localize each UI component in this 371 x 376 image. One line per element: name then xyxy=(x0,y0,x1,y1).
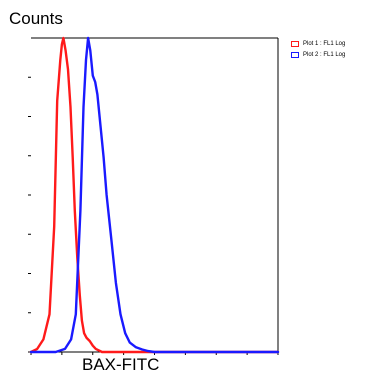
legend-swatch-plot-1 xyxy=(291,41,299,47)
series-line-plot-1 xyxy=(29,36,280,354)
legend-item-plot-1: Plot 1 : FL1 Log xyxy=(291,39,345,49)
x-axis-label: BAX-FITC xyxy=(82,355,160,374)
axes xyxy=(28,37,279,355)
series-line-plot-2 xyxy=(29,36,280,354)
legend: Plot 1 : FL1 Log Plot 2 : FL1 Log xyxy=(291,39,345,61)
legend-label-plot-2: Plot 2 : FL1 Log xyxy=(303,52,346,58)
legend-label-plot-1: Plot 1 : FL1 Log xyxy=(303,41,346,47)
legend-swatch-plot-2 xyxy=(291,52,299,58)
y-axis-label: Counts xyxy=(9,9,63,28)
series-layer xyxy=(29,36,280,354)
legend-item-plot-2: Plot 2 : FL1 Log xyxy=(291,50,345,60)
